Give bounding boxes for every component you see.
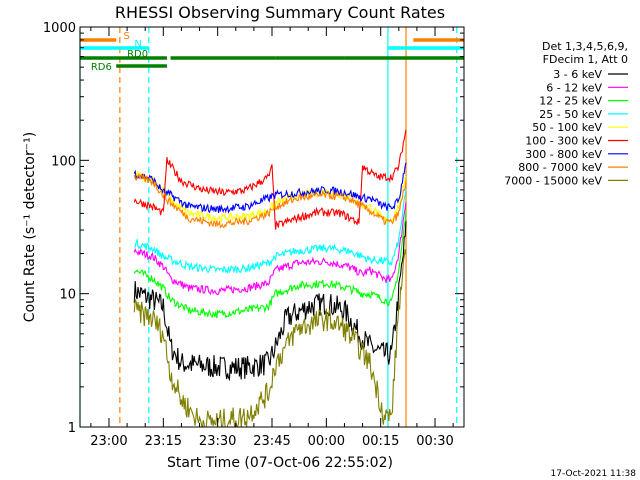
- y-tick-label-1: 10: [59, 288, 76, 303]
- flag-label-s: S: [123, 31, 129, 42]
- y-tick-label-0: 1: [68, 421, 76, 436]
- series-line-7: [133, 172, 407, 229]
- legend-label-7: 800 - 7000 keV: [518, 161, 602, 174]
- legend-header-0: Det 1,3,4,5,6,9,: [542, 40, 628, 53]
- legend-label-8: 7000 - 15000 keV: [504, 174, 602, 187]
- legend-label-3: 25 - 50 keV: [539, 108, 602, 121]
- x-tick-label-3: 23:45: [253, 434, 290, 449]
- y-tick-label-3: 1000: [43, 21, 76, 36]
- axes: 1 10 100 1000 23:00 23:15 23:30 23:45 00:00 00:15…: [43, 21, 465, 449]
- x-tick-label-4: 00:00: [308, 434, 345, 449]
- legend-label-1: 6 - 12 keV: [546, 81, 602, 94]
- series-line-8: [133, 249, 407, 427]
- footer-timestamp: 17-Oct-2021 11:38: [551, 469, 637, 479]
- series-line-1: [133, 202, 407, 296]
- legend-label-2: 12 - 25 keV: [539, 95, 602, 108]
- x-tick-label-6: 00:30: [416, 434, 453, 449]
- flag-label-n: N: [134, 39, 141, 50]
- legend-label-0: 3 - 6 keV: [553, 68, 602, 81]
- x-axis-label: Start Time (07-Oct-06 22:55:02): [167, 455, 393, 471]
- series-line-5: [133, 129, 407, 230]
- legend-label-5: 100 - 300 keV: [525, 135, 602, 148]
- legend-label-4: 50 - 100 keV: [532, 121, 602, 134]
- flag-label-rd0: RD0: [127, 49, 148, 60]
- chart-title: RHESSI Observing Summary Count Rates: [115, 3, 445, 22]
- legend-header-1: FDecim 1, Att 0: [543, 53, 628, 66]
- x-tick-label-2: 23:30: [199, 434, 236, 449]
- legend-label-6: 300 - 800 keV: [525, 148, 602, 161]
- x-tick-label-5: 00:15: [362, 434, 399, 449]
- series-group: [133, 129, 407, 427]
- series-line-3: [134, 189, 407, 275]
- y-axis-label: Count Rate (s⁻¹ detector⁻¹): [22, 132, 38, 322]
- flag-label-rd6: RD6: [91, 62, 112, 73]
- x-tick-label-1: 23:15: [145, 434, 182, 449]
- x-tick-label-0: 23:00: [90, 434, 127, 449]
- series-line-2: [133, 210, 407, 319]
- y-tick-label-2: 100: [51, 154, 76, 169]
- legend: Det 1,3,4,5,6,9,FDecim 1, Att 0 3 - 6 keV…: [504, 40, 628, 187]
